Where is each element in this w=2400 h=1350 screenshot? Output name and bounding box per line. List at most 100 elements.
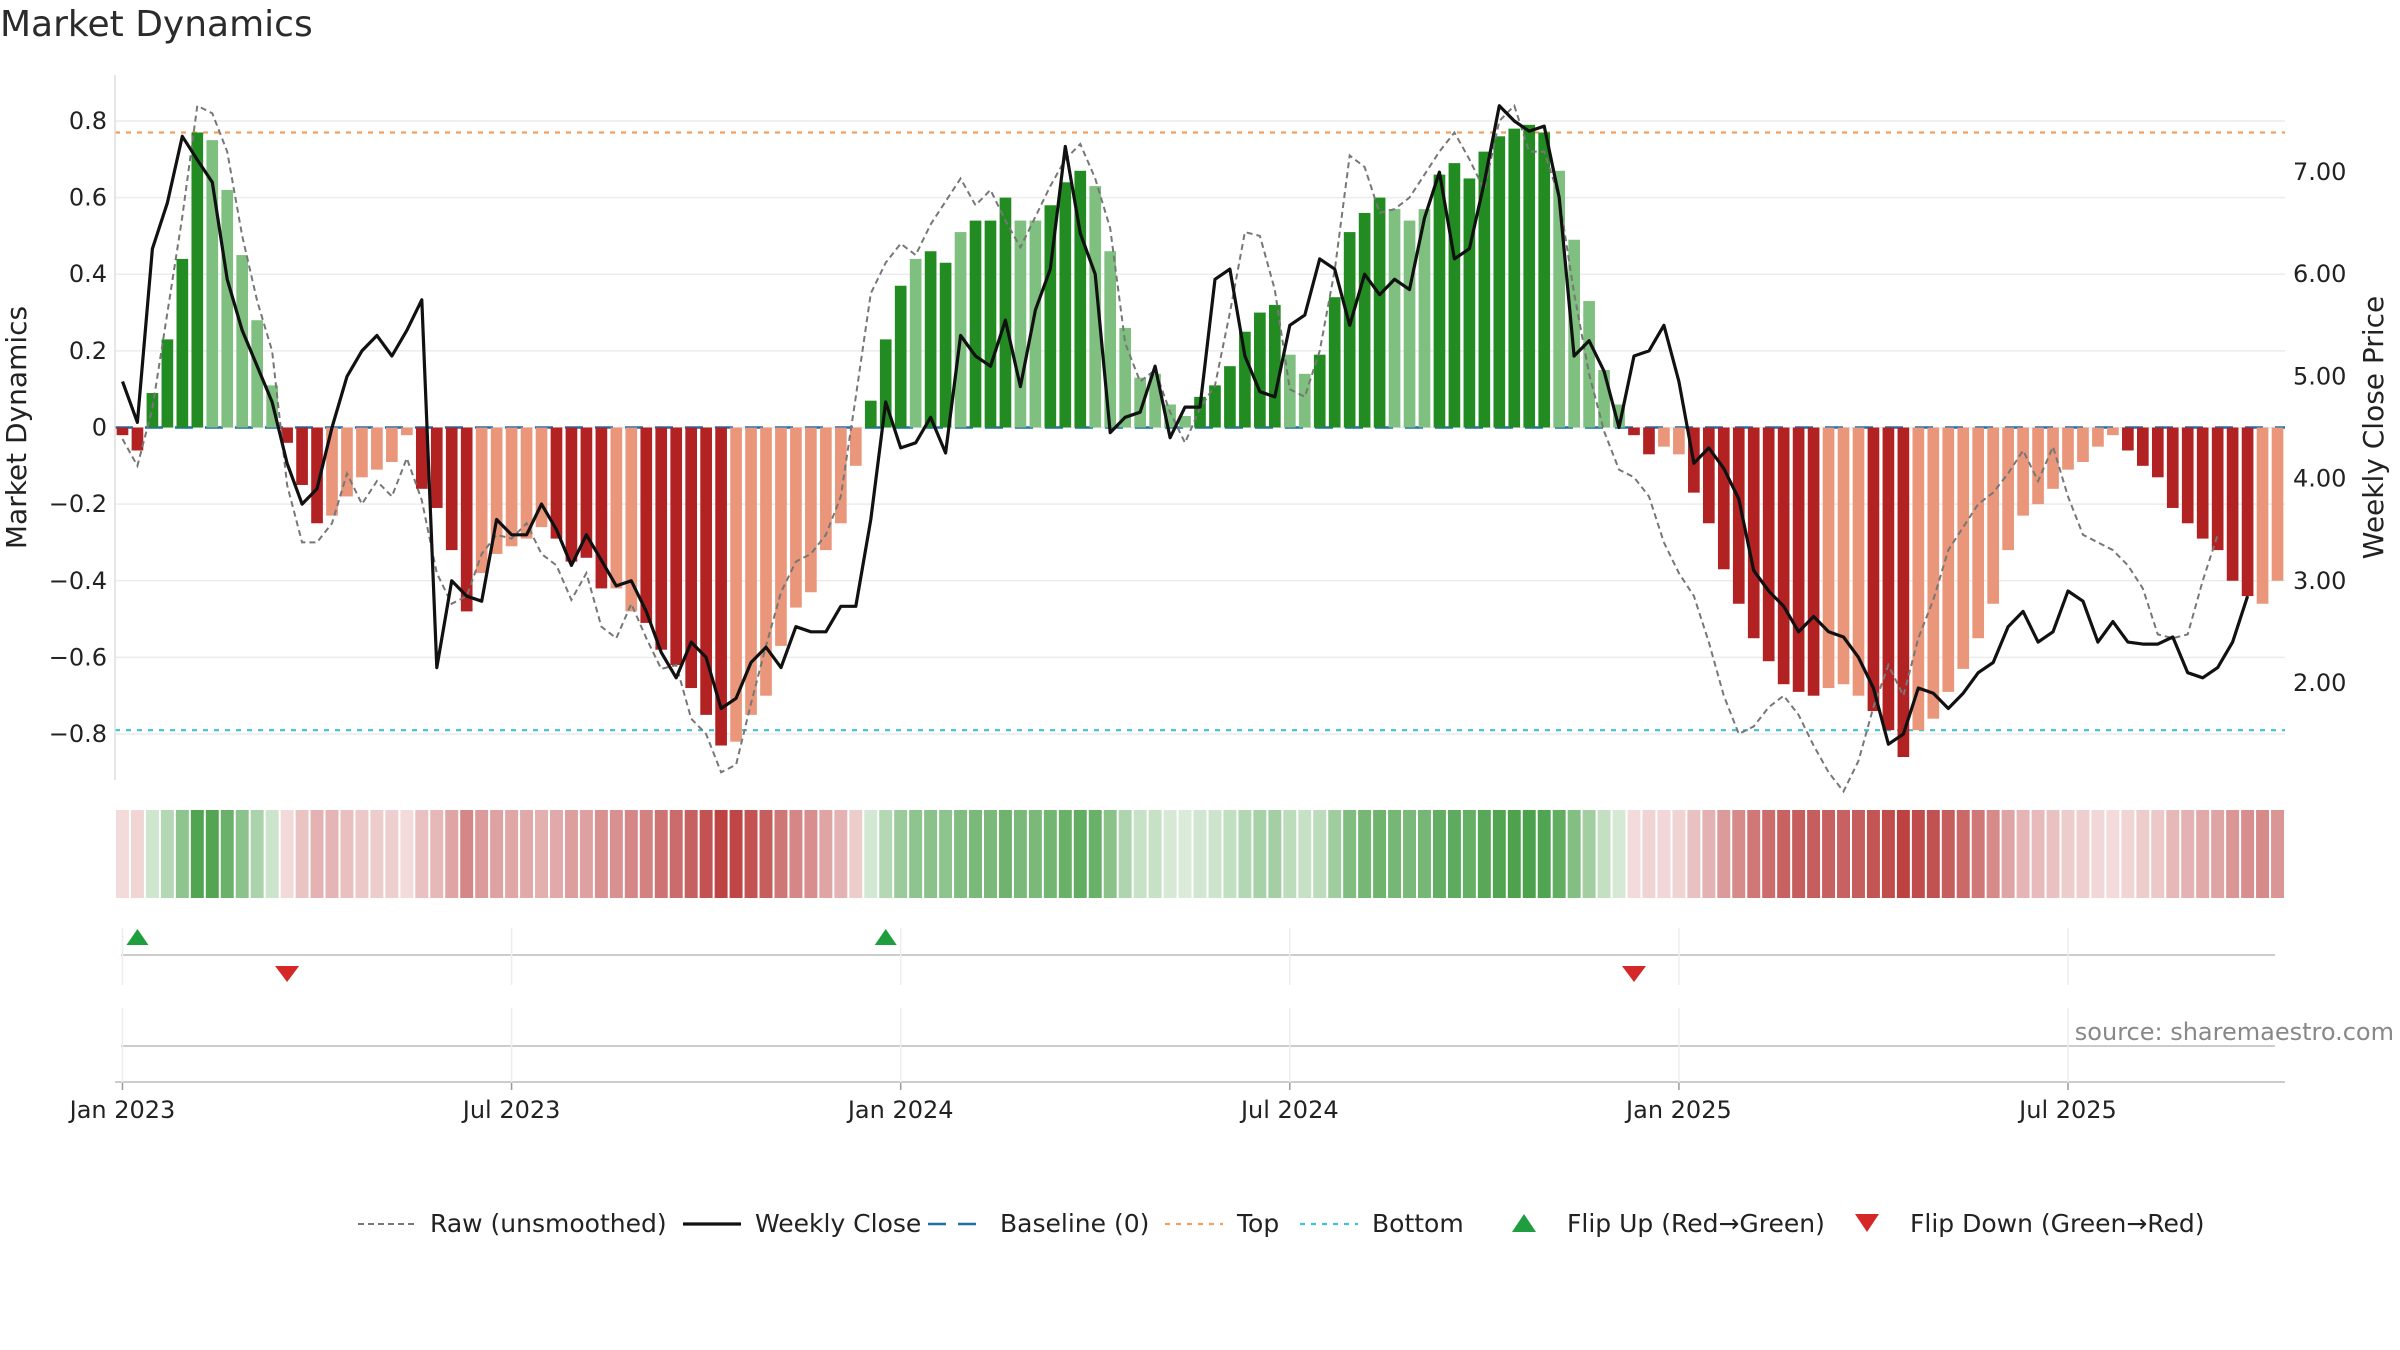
dynamics-bar <box>2107 427 2119 436</box>
state-strip-cell <box>894 810 908 898</box>
state-strip-cell <box>744 810 758 898</box>
dynamics-bar <box>206 140 219 428</box>
dynamics-bar <box>1343 232 1356 428</box>
source-note: source: sharemaestro.com <box>2074 1018 2394 1046</box>
dynamics-bar <box>221 189 234 428</box>
dynamics-bar <box>1418 209 1431 428</box>
state-strip-cell <box>1328 810 1342 898</box>
dynamics-bar <box>1807 427 1820 696</box>
legend-label: Raw (unsmoothed) <box>430 1209 667 1238</box>
dynamics-bar <box>116 427 129 436</box>
dynamics-bar <box>864 400 877 428</box>
state-strip-cell <box>1507 810 1521 898</box>
dynamics-bar <box>1478 151 1491 428</box>
dynamics-bar <box>281 427 293 443</box>
dynamics-bar <box>1613 404 1625 428</box>
y2-tick-label: 5.00 <box>2293 362 2346 390</box>
dynamics-bar <box>341 427 353 497</box>
dynamics-bar <box>1912 427 1925 731</box>
state-strip-cell <box>520 810 534 898</box>
state-strip-cell <box>579 810 593 898</box>
state-strip-cell <box>1492 810 1506 898</box>
y-tick-label: −0.8 <box>49 720 107 748</box>
dynamics-bar <box>1164 404 1176 428</box>
legend-label: Top <box>1236 1209 1279 1238</box>
dynamics-bar <box>1897 427 1910 758</box>
state-strip-cell <box>1687 810 1701 898</box>
state-strip-cell <box>669 810 683 898</box>
state-strip-cell <box>205 810 219 898</box>
dynamics-bar <box>1194 396 1206 428</box>
dynamics-bar <box>2047 427 2059 489</box>
state-strip-cell <box>1672 810 1686 898</box>
state-strip-cell <box>2136 810 2150 898</box>
dynamics-bar <box>1837 427 1850 685</box>
state-strip-cell <box>1178 810 1192 898</box>
dynamics-bar <box>356 427 368 478</box>
y2-tick-label: 3.00 <box>2293 567 2346 595</box>
dynamics-bar <box>1089 186 1102 428</box>
dynamics-bar <box>1463 178 1476 428</box>
state-strip-cell <box>2166 810 2180 898</box>
dynamics-bar <box>655 427 668 650</box>
state-strip-cell <box>2076 810 2090 898</box>
dynamics-bar <box>191 132 204 428</box>
dynamics-bar <box>1717 427 1730 570</box>
state-strip-cell <box>2241 810 2255 898</box>
state-strip-cell <box>1702 810 1716 898</box>
dynamics-bar <box>625 427 638 612</box>
state-strip-cell <box>1896 810 1910 898</box>
state-strip-cell <box>1118 810 1132 898</box>
dynamics-bar <box>386 427 398 462</box>
state-strip-cell <box>535 810 548 898</box>
state-strip-cell <box>1747 810 1761 898</box>
state-strip-cell <box>1373 810 1387 898</box>
x-tick-label: Jan 2025 <box>1624 1096 1732 1124</box>
x-tick-label: Jul 2024 <box>1239 1096 1339 1124</box>
dynamics-bar <box>1568 239 1580 428</box>
state-strip-cell <box>265 810 279 898</box>
state-strip-cell <box>2226 810 2240 898</box>
state-strip-cell <box>834 810 848 898</box>
dynamics-bar <box>1777 427 1790 685</box>
dynamics-bar <box>1583 301 1595 428</box>
state-strip-cell <box>909 810 923 898</box>
state-strip-cell <box>2091 810 2105 898</box>
state-strip-cell <box>355 810 369 898</box>
dynamics-bar <box>535 427 548 528</box>
dynamics-bar <box>1852 427 1865 696</box>
dynamics-bar <box>2092 427 2104 447</box>
dynamics-bar <box>1313 354 1326 428</box>
state-strip-cell <box>1911 810 1925 898</box>
state-strip-cell <box>654 810 668 898</box>
y2-tick-label: 7.00 <box>2293 158 2346 186</box>
state-strip-cell <box>1657 810 1671 898</box>
dynamics-bar <box>1373 197 1386 428</box>
state-strip-cell <box>370 810 384 898</box>
dynamics-bar <box>1927 427 1940 719</box>
legend: Raw (unsmoothed) Weekly Close Baseline (0)… <box>358 1209 2205 1238</box>
dynamics-bar <box>236 255 249 428</box>
state-strip-cell <box>2196 810 2210 898</box>
dynamics-bar <box>834 427 847 524</box>
state-strip-cell <box>145 810 159 898</box>
dynamics-bar <box>1523 124 1536 428</box>
dynamics-bar <box>1298 373 1311 428</box>
flip-up-marker <box>874 929 897 945</box>
state-strip-cell <box>2016 810 2030 898</box>
state-strip-cell <box>1462 810 1476 898</box>
state-strip-cell <box>1028 810 1042 898</box>
x-tick-label: Jan 2023 <box>68 1096 176 1124</box>
dynamics-bar <box>984 220 997 428</box>
weekly-close-line <box>120 104 2250 746</box>
dynamics-bar <box>1493 136 1506 428</box>
dynamics-bar <box>1628 427 1640 436</box>
legend-label: Weekly Close <box>755 1209 921 1238</box>
dynamics-bar <box>1732 427 1745 604</box>
y2-tick-label: 4.00 <box>2293 465 2346 493</box>
dynamics-bar <box>2181 427 2194 524</box>
state-strip-cell <box>160 810 174 898</box>
dynamics-bar <box>1074 170 1087 428</box>
state-strip-cell <box>130 810 144 898</box>
state-strip-cell <box>2211 810 2225 898</box>
